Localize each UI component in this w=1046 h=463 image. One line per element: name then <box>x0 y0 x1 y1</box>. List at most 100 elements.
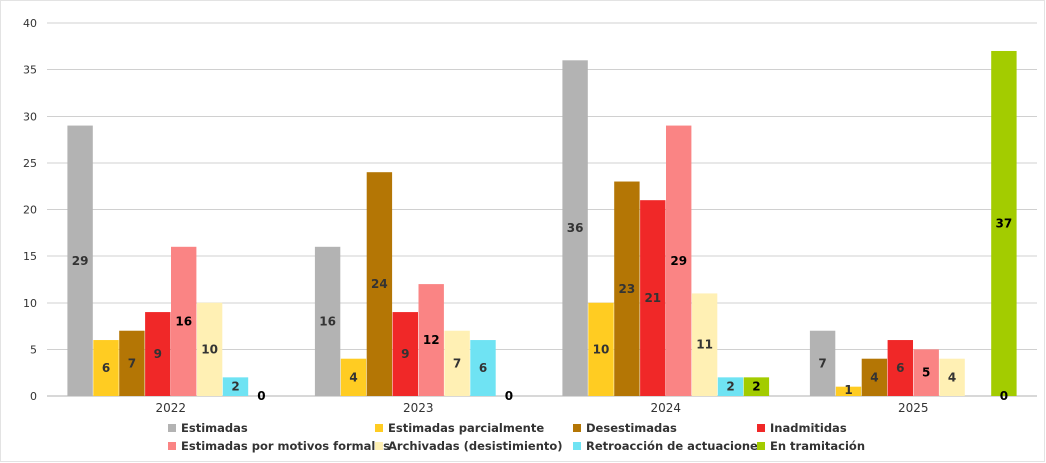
legend-item-1: Estimadas parcialmente <box>375 419 573 436</box>
data-label-2023-4: 12 <box>423 333 440 347</box>
legend-swatch-6 <box>573 441 581 450</box>
data-label-2023-2: 24 <box>371 277 388 291</box>
legend-item-2: Desestimadas <box>573 419 757 436</box>
legend-item-6: Retroacción de actuaciones <box>573 437 765 454</box>
legend-swatch-2 <box>573 423 581 432</box>
bar-2022-1 <box>93 340 119 396</box>
y-tick-label-0: 0 <box>30 390 37 403</box>
data-label-2023-6: 6 <box>479 361 487 375</box>
data-label-2025-0: 7 <box>818 356 826 370</box>
bar-2025-1 <box>835 386 862 396</box>
y-tick-label-10: 10 <box>23 297 37 310</box>
data-label-2024-3: 21 <box>644 291 661 305</box>
bar-2022-0 <box>67 125 93 396</box>
data-label-2024-1: 10 <box>593 342 610 356</box>
bar-2025-3 <box>887 340 913 396</box>
legend-swatch-3 <box>757 423 765 432</box>
data-label-2023-1: 4 <box>349 370 357 384</box>
bar-2022-3 <box>145 312 171 396</box>
bar-2024-5 <box>691 293 718 396</box>
legend-swatch-5 <box>375 441 383 450</box>
data-label-2022-4: 16 <box>175 314 192 328</box>
bar-2023-0 <box>314 246 341 396</box>
bar-2023-2 <box>366 172 393 396</box>
legend-item-5: Archivadas (desistimiento) <box>375 437 573 454</box>
data-label-2022-5: 10 <box>201 342 218 356</box>
data-label-2022-1: 6 <box>102 361 110 375</box>
data-label-2024-7: 2 <box>752 380 760 394</box>
y-tick-label-25: 25 <box>23 157 37 170</box>
data-label-2024-6: 2 <box>726 380 734 394</box>
x-tick-label-2025: 2025 <box>898 401 929 415</box>
zero-label-2022: 0 <box>257 389 265 403</box>
bar-2024-4 <box>666 125 692 396</box>
legend-item-3: Inadmitidas <box>757 419 927 436</box>
bar-2023-5 <box>444 330 470 396</box>
bar-2022-2 <box>119 330 145 396</box>
bar-2024-3 <box>640 200 666 396</box>
data-label-2022-2: 7 <box>128 356 136 370</box>
data-label-2025-1: 1 <box>844 383 852 397</box>
legend-swatch-1 <box>375 423 383 432</box>
y-tick-label-15: 15 <box>23 250 37 263</box>
bar-2024-7 <box>743 377 770 396</box>
legend-label-2: Desestimadas <box>586 420 677 435</box>
legend-item-0: Estimadas <box>168 419 375 436</box>
y-tick-label-35: 35 <box>23 64 37 77</box>
data-label-2022-3: 9 <box>154 347 162 361</box>
data-label-2025-7: 37 <box>996 216 1013 230</box>
bar-2023-6 <box>470 340 496 396</box>
data-label-2024-4: 29 <box>670 254 687 268</box>
data-label-2025-4: 5 <box>922 366 930 380</box>
bar-2025-5 <box>939 358 965 396</box>
bar-2022-6 <box>222 377 249 396</box>
legend-label-4: Estimadas por motivos formales <box>181 438 391 453</box>
bar-2025-4 <box>913 349 939 396</box>
bar-2024-0 <box>562 60 588 397</box>
data-label-2025-3: 6 <box>896 361 904 375</box>
y-tick-label-30: 30 <box>23 110 37 123</box>
legend-swatch-0 <box>168 423 176 432</box>
bar-2025-2 <box>861 358 888 396</box>
bar-2023-4 <box>418 284 444 396</box>
data-label-2024-0: 36 <box>567 221 584 235</box>
data-label-2024-5: 11 <box>696 338 713 352</box>
x-tick-label-2022: 2022 <box>155 401 186 415</box>
bar-2022-4 <box>171 246 197 396</box>
data-label-2022-0: 29 <box>72 254 89 268</box>
data-label-2023-5: 7 <box>453 356 461 370</box>
data-label-2024-2: 23 <box>619 282 636 296</box>
y-tick-label-5: 5 <box>30 343 37 356</box>
legend-item-4: Estimadas por motivos formales <box>168 437 390 454</box>
legend-label-6: Retroacción de actuaciones <box>586 438 765 453</box>
legend-label-0: Estimadas <box>181 420 248 435</box>
legend-swatch-4 <box>168 441 176 450</box>
x-tick-label-2023: 2023 <box>403 401 434 415</box>
legend-label-3: Inadmitidas <box>770 420 847 435</box>
bar-2022-5 <box>196 302 223 396</box>
bar-2023-1 <box>340 358 367 396</box>
y-tick-label-20: 20 <box>23 204 37 217</box>
zero-label-2023: 0 <box>505 389 513 403</box>
bar-2023-3 <box>392 312 418 396</box>
zero-label-2025: 0 <box>1000 389 1008 403</box>
legend-label-1: Estimadas parcialmente <box>388 420 545 435</box>
legend-swatch-7 <box>757 441 765 450</box>
data-label-2025-2: 4 <box>870 370 878 384</box>
y-tick-label-40: 40 <box>23 17 37 30</box>
legend-label-7: En tramitación <box>770 438 866 453</box>
data-label-2022-6: 2 <box>231 380 239 394</box>
data-label-2023-0: 16 <box>319 314 336 328</box>
legend-label-5: Archivadas (desistimiento) <box>388 438 563 453</box>
bar-2025-0 <box>809 330 836 396</box>
x-tick-label-2024: 2024 <box>650 401 681 415</box>
data-label-2025-5: 4 <box>948 370 956 384</box>
bar-2024-6 <box>717 377 744 396</box>
data-label-2023-3: 9 <box>401 347 409 361</box>
legend-item-7: En tramitación <box>757 437 927 454</box>
chart-legend: Estimadas Estimadas parcialmente Desestima… <box>168 419 927 454</box>
bar-2024-1 <box>588 302 614 396</box>
bar-2025-7 <box>991 50 1017 396</box>
